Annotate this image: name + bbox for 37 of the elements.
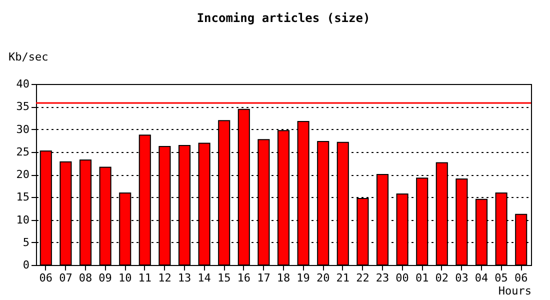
y-tick-label: 5: [22, 236, 30, 249]
x-tick-label: 21: [336, 272, 350, 284]
y-tick-label: 10: [16, 213, 30, 226]
y-tick-label: 25: [16, 145, 30, 158]
y-axis-title: Kb/sec: [8, 50, 48, 64]
chart-title: Incoming articles (size): [196, 11, 370, 25]
x-tick-label: 17: [257, 272, 270, 284]
x-tick-label: 09: [98, 272, 112, 284]
x-tick-label: 15: [217, 272, 231, 284]
x-tick-label: 13: [178, 272, 192, 284]
x-tick-label: 07: [59, 272, 72, 284]
x-tick-label: 04: [474, 272, 488, 284]
x-tick-label: 08: [78, 272, 92, 284]
x-tick-label: 02: [435, 272, 449, 284]
y-tick-label: 15: [16, 190, 30, 204]
x-tick-label: 20: [316, 272, 330, 284]
x-tick-label: 16: [237, 272, 251, 284]
y-tick-label: 30: [16, 122, 30, 136]
x-tick-label: 01: [415, 272, 429, 284]
y-tick-label: 20: [16, 168, 30, 181]
x-tick-label: 06: [39, 272, 53, 284]
x-tick-label: 14: [198, 272, 212, 284]
y-tick-label: 0: [22, 258, 30, 272]
x-tick-label: 18: [276, 272, 290, 284]
x-axis-title: Hours: [498, 284, 532, 298]
x-tick-label: 06: [514, 272, 528, 284]
y-tick-label: 40: [16, 78, 30, 90]
x-tick-label: 19: [296, 272, 310, 284]
x-tick-label: 00: [396, 272, 409, 284]
x-tick-label: 10: [118, 272, 132, 284]
x-tick-label: 23: [376, 272, 390, 284]
x-tick-label: 11: [138, 272, 152, 284]
x-tick-label: 03: [455, 272, 468, 284]
x-tick-label: 22: [356, 272, 370, 284]
x-tick-label: 05: [494, 272, 508, 284]
y-tick-label: 35: [16, 100, 30, 114]
x-tick-label: 12: [158, 272, 172, 284]
